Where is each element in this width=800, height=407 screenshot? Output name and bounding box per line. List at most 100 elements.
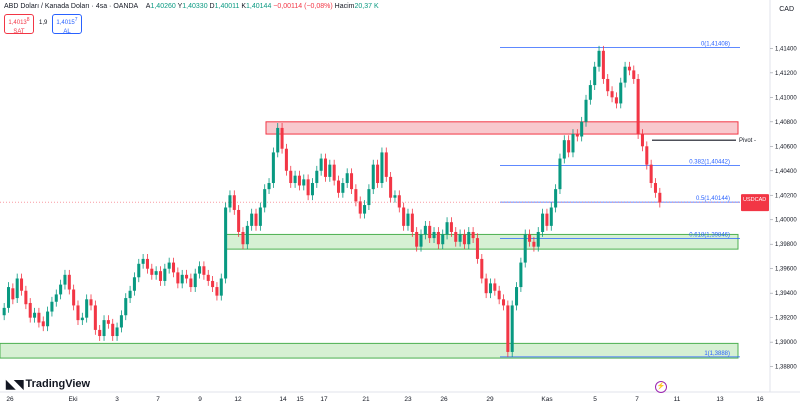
price-tick-label: 1,40000 <box>775 218 797 224</box>
time-tick-label: 26 <box>6 396 14 403</box>
candle <box>614 97 618 104</box>
candle <box>358 201 362 214</box>
time-tick-label: 7 <box>156 396 160 403</box>
candle <box>645 146 649 165</box>
price-tick-label: 1,39200 <box>775 316 797 322</box>
candle <box>137 263 141 278</box>
candle <box>493 283 497 291</box>
price-tick-label: 1,39000 <box>775 340 797 346</box>
pivot-label: Pivot - <box>739 138 756 144</box>
candle <box>528 234 532 242</box>
sell-price: 1,4013 <box>8 20 27 26</box>
candle <box>580 121 584 137</box>
buy-label: AL <box>63 29 71 35</box>
candle <box>515 287 519 306</box>
candle <box>345 173 349 184</box>
candle <box>584 99 588 122</box>
buy-button[interactable]: 1,40157 AL <box>52 14 82 35</box>
time-tick-label: Eki <box>68 396 77 403</box>
candle <box>119 315 123 328</box>
buy-price-sup: 7 <box>74 17 78 23</box>
candle <box>102 320 106 337</box>
candle <box>132 277 136 291</box>
candle <box>185 274 189 279</box>
candle <box>636 78 640 135</box>
candle <box>480 258 484 279</box>
candle <box>632 70 636 79</box>
candle <box>336 180 341 193</box>
candle <box>128 290 132 299</box>
high-value: 1,40330 <box>182 3 208 10</box>
candle <box>449 222 453 232</box>
candle <box>158 271 163 281</box>
lightning-icon[interactable]: ⚡ <box>655 381 667 393</box>
change-value: −0,00114 (−0,08%) <box>273 3 333 10</box>
time-tick-label: 5 <box>593 396 597 403</box>
candle <box>63 274 67 285</box>
candle <box>376 164 380 184</box>
close-value: 1,40144 <box>246 3 272 10</box>
countdown-value: 34:52 <box>771 205 787 211</box>
candle <box>33 312 37 318</box>
candle <box>389 176 393 198</box>
candle <box>80 317 84 321</box>
sell-button[interactable]: 1,40138 SAT <box>4 14 34 35</box>
candle <box>228 195 232 208</box>
candle <box>588 85 592 100</box>
fib-level-label: 0.618(1,39846) <box>689 233 730 239</box>
candle <box>211 280 215 288</box>
price-tick-label: 1,41400 <box>775 46 797 52</box>
candle <box>219 278 223 296</box>
candle <box>176 272 180 284</box>
high-label: Y <box>177 3 183 10</box>
time-tick-label: 11 <box>674 396 681 403</box>
symbol-title[interactable]: ABD Doları / Kanada Doları · 4sa · OANDA <box>4 3 138 10</box>
currency-label[interactable]: CAD <box>779 6 794 13</box>
candle <box>198 266 202 274</box>
candle <box>254 213 258 226</box>
candle <box>523 234 527 263</box>
time-tick-label: 3 <box>115 396 119 403</box>
candle <box>250 213 254 226</box>
candle <box>640 134 644 147</box>
candle <box>59 284 63 295</box>
candle <box>532 241 536 247</box>
candle <box>332 164 336 181</box>
candle <box>215 287 219 296</box>
candle <box>354 189 358 202</box>
price-badge-pad <box>769 194 797 211</box>
candle <box>306 179 310 196</box>
candle <box>384 152 388 177</box>
candle <box>54 294 58 302</box>
candle <box>124 298 128 316</box>
candle <box>363 205 367 214</box>
sell-label: SAT <box>13 29 25 35</box>
candle <box>658 192 662 203</box>
fib-level-label: 0.5(1,40144) <box>696 196 730 202</box>
candle <box>619 82 623 104</box>
candle <box>310 183 314 196</box>
candle <box>462 234 466 245</box>
candle <box>41 321 45 327</box>
candle <box>567 140 571 153</box>
spread-value: 1,9 <box>39 20 48 26</box>
candle <box>510 305 514 352</box>
candle <box>11 288 15 300</box>
candle <box>367 189 371 206</box>
candle <box>415 231 419 247</box>
candle <box>488 283 493 294</box>
candle <box>406 213 410 226</box>
candle <box>549 207 553 226</box>
candle <box>371 164 375 190</box>
candle <box>436 231 440 245</box>
sell-price-sup: 8 <box>26 17 30 23</box>
price-tick-label: 1,40800 <box>775 120 797 126</box>
candle <box>432 231 436 239</box>
candle <box>189 278 193 288</box>
tradingview-logo[interactable]: ◣◥ TradingView <box>6 377 90 391</box>
time-tick-label: 12 <box>234 396 242 403</box>
candle <box>458 234 462 242</box>
resistance-zone <box>265 121 739 135</box>
candle <box>2 307 6 316</box>
